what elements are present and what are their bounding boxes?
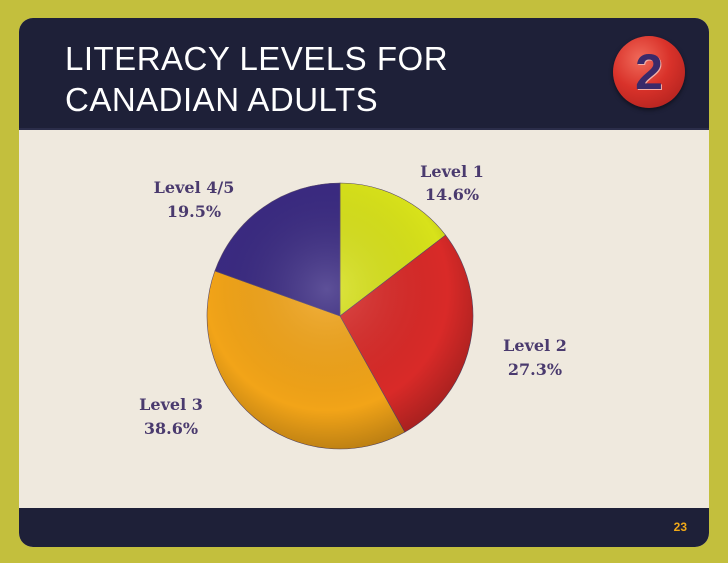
slice-label: Level 4/5 — [154, 178, 235, 197]
header-bar: LITERACY LEVELS FOR CANADIAN ADULTS 2 — [19, 18, 709, 130]
slice-value-label: 14.6% — [425, 185, 479, 204]
slice-label: Level 1 — [420, 162, 484, 181]
chapter-badge: 2 — [613, 36, 685, 108]
slice-value-label: 27.3% — [508, 360, 562, 379]
chapter-number: 2 — [635, 44, 663, 100]
slice-value-label: 19.5% — [167, 202, 221, 221]
slide-title: LITERACY LEVELS FOR CANADIAN ADULTS — [65, 38, 485, 120]
footer-bar: 23 — [19, 508, 709, 547]
title-line-2: CANADIAN ADULTS — [65, 81, 379, 118]
slice-label: Level 2 — [503, 336, 567, 355]
slice-value-label: 38.6% — [144, 419, 198, 438]
title-line-1: LITERACY LEVELS FOR — [65, 40, 449, 77]
slice-label: Level 3 — [139, 395, 203, 414]
page-number: 23 — [673, 520, 687, 534]
